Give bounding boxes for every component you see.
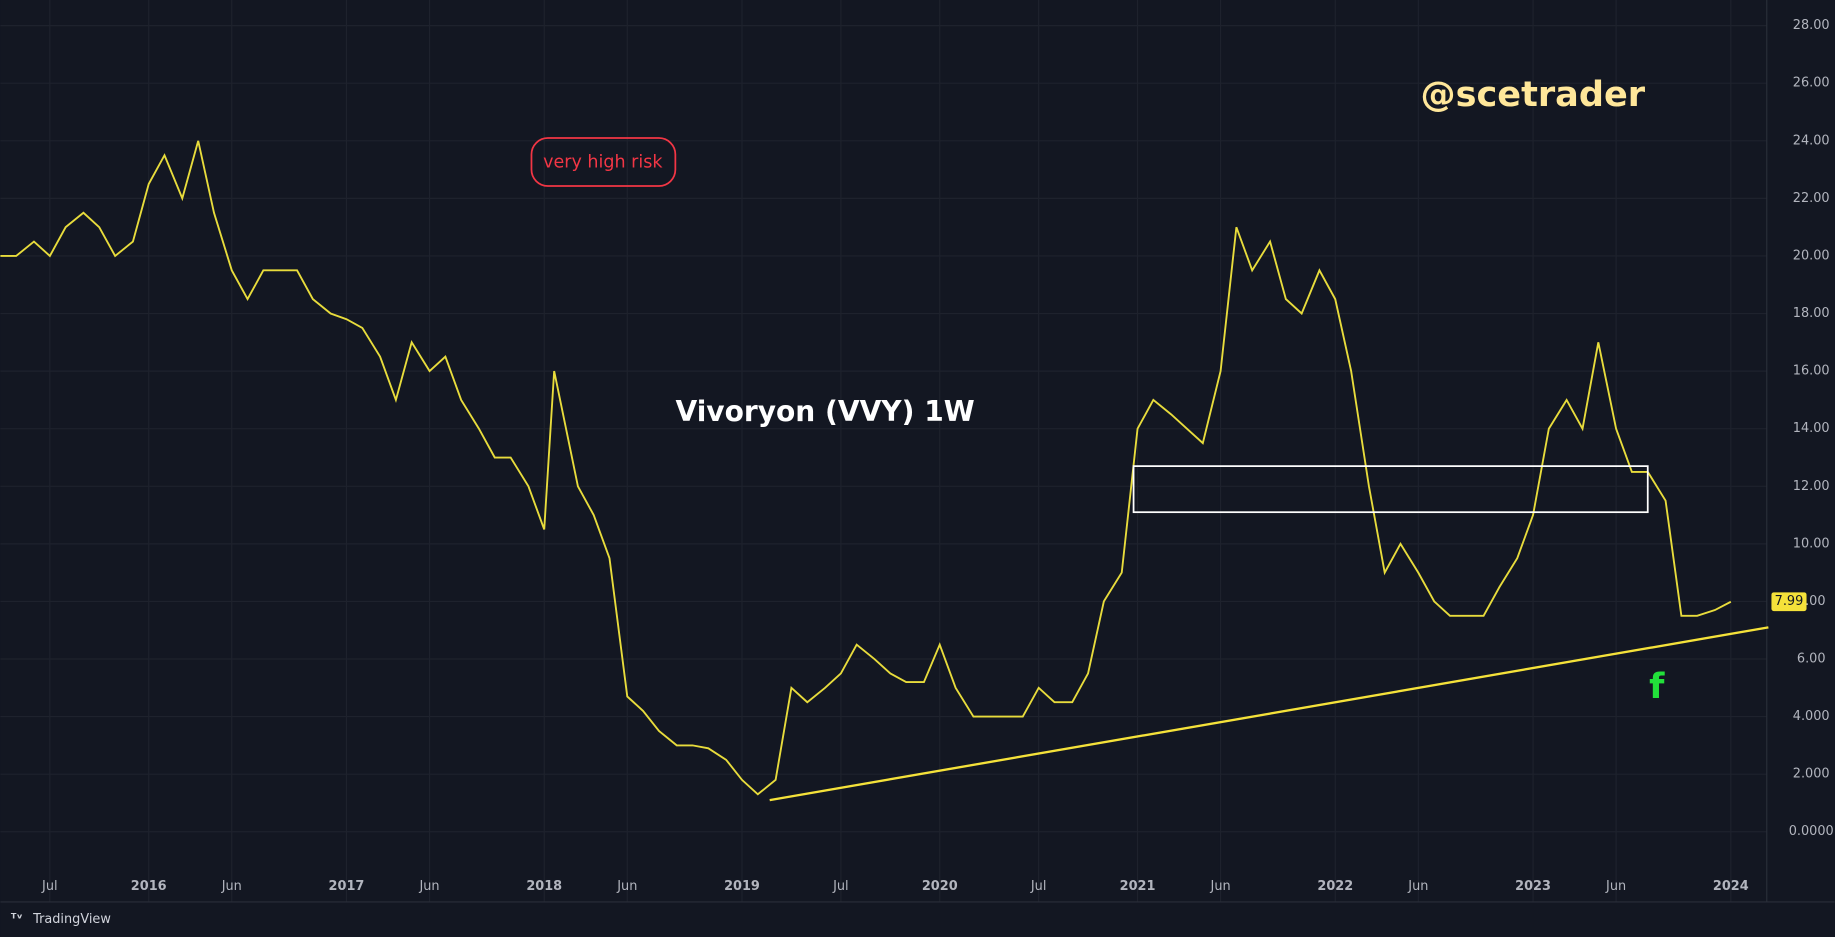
risk-box xyxy=(530,137,677,187)
logo: ᵀᵛ xyxy=(11,912,23,927)
last-price-tag xyxy=(1771,592,1807,612)
x-tick-label: 2020 xyxy=(922,879,958,894)
y-tick-label: 16.00 xyxy=(1793,364,1830,379)
grid xyxy=(0,0,1767,902)
y-tick-label: 18.00 xyxy=(1793,306,1830,321)
trendline xyxy=(769,626,1769,802)
x-tick-label: 2023 xyxy=(1515,879,1551,894)
x-tick-label: Jul xyxy=(832,879,849,894)
x-tick-label: Jun xyxy=(1407,879,1428,894)
x-tick-label: Jun xyxy=(418,879,439,894)
y-tick-label: 26.00 xyxy=(1793,76,1830,91)
y-tick-label: 4.000 xyxy=(1793,709,1830,724)
chart-title: Vivoryon (VVY) 1W xyxy=(675,395,974,428)
risk-note: very high risk xyxy=(543,153,663,173)
x-tick-label: Jun xyxy=(1605,879,1626,894)
x-tick-label: 2022 xyxy=(1317,879,1353,894)
x-tick-label: 2024 xyxy=(1713,879,1749,894)
y-tick-label: 2.000 xyxy=(1793,767,1830,782)
y-tick-label: 20.00 xyxy=(1793,248,1830,263)
x-tick-label: Jun xyxy=(1210,879,1231,894)
x-tick-label: 2018 xyxy=(526,879,562,894)
y-tick-label: 6.00 xyxy=(1797,652,1826,667)
x-tick-label: 2019 xyxy=(724,879,760,894)
x-tick-label: Jun xyxy=(616,879,637,894)
y-tick-label: 14.00 xyxy=(1793,421,1830,436)
x-tick-label: 2017 xyxy=(329,879,365,894)
price-line xyxy=(0,140,1732,796)
zone-box xyxy=(1132,465,1649,514)
y-tick-label: 24.00 xyxy=(1793,133,1830,148)
y-tick-label: 28.00 xyxy=(1793,18,1830,33)
x-tick-label: Jul xyxy=(41,879,58,894)
y-tick-label: 10.00 xyxy=(1793,536,1830,551)
signal-note: f xyxy=(1649,666,1665,707)
branding: TradingView xyxy=(32,912,111,927)
marks xyxy=(0,140,1769,802)
watermark: @scetrader xyxy=(1421,74,1646,115)
x-tick-label: 2021 xyxy=(1120,879,1156,894)
x-tick-label: 2016 xyxy=(131,879,167,894)
y-tick-label: 12.00 xyxy=(1793,479,1830,494)
y-tick-label: 0.0000 xyxy=(1789,824,1834,839)
x-tick-label: Jun xyxy=(221,879,242,894)
last-price-label: 7.99 xyxy=(1775,594,1804,609)
x-tick-label: Jul xyxy=(1030,879,1047,894)
y-tick-label: 22.00 xyxy=(1793,191,1830,206)
